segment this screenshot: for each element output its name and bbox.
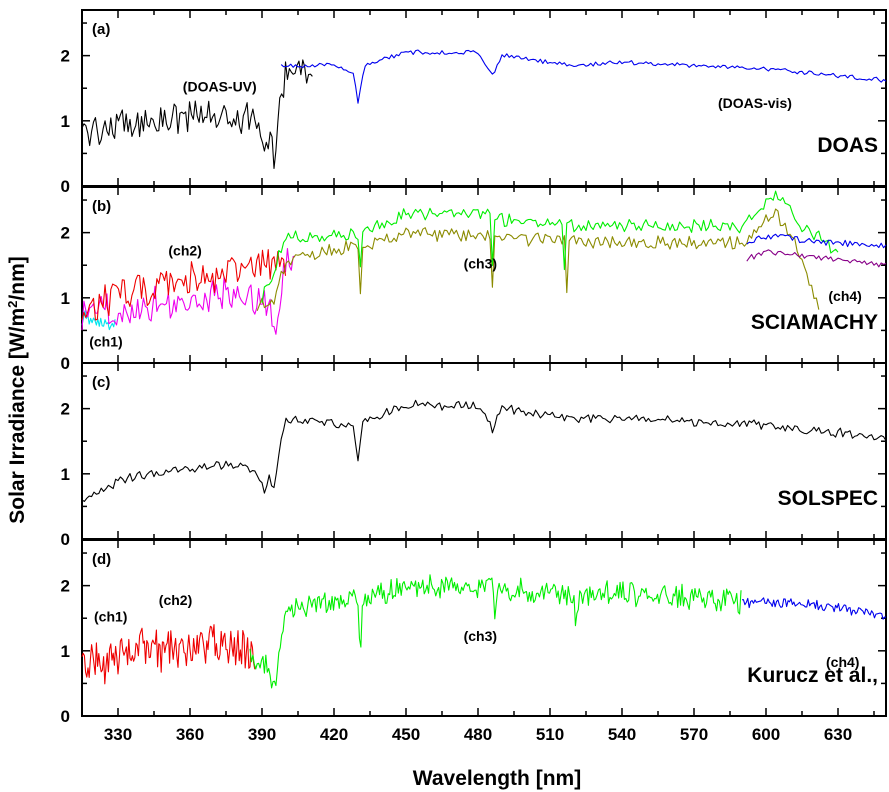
panel-frame: [81, 539, 887, 717]
series-line-ch1-ch2: [81, 624, 256, 685]
y-tick-label: 1: [61, 465, 70, 484]
x-tick-label: 600: [752, 725, 780, 744]
series-line-ch4-blue: [746, 233, 887, 249]
series-annotation: (DOAS-UV): [183, 78, 257, 94]
panel-letter: (b): [92, 198, 111, 215]
series-line-ch2-red: [81, 249, 287, 321]
y-tick-label: 0: [61, 354, 70, 373]
panel-title: Kurucz et al.,: [747, 664, 878, 687]
series-annotation: (ch4): [826, 654, 859, 670]
series-annotation: (ch1): [94, 608, 127, 624]
series-line-ch3-olive: [256, 208, 820, 311]
series-annotation: (ch3): [464, 628, 497, 644]
y-tick-label: 2: [61, 577, 70, 596]
panel-letter: (d): [92, 551, 111, 568]
y-axis-title: Solar Irradiance [W/m2/nm]: [5, 256, 30, 523]
panel-3: 0 1 2 (c) SOLSPEC: [61, 362, 887, 549]
x-tick-label: 390: [248, 725, 276, 744]
panel-title: DOAS: [817, 134, 878, 157]
y-tick-label: 1: [61, 289, 70, 308]
y-axis-title-end: /nm]: [6, 256, 29, 300]
series-annotation: (ch3): [464, 255, 497, 271]
y-tick-label: 1: [61, 642, 70, 661]
y-tick-label: 0: [61, 530, 70, 549]
y-tick-label: 2: [61, 224, 70, 243]
panel-2: 0 1 2 (b) (ch2) (ch1) (ch3) (ch4) SCIAMACHY: [61, 186, 887, 373]
x-tick-label: 480: [464, 725, 492, 744]
x-tick-label: 360: [176, 725, 204, 744]
x-tick-label: 540: [608, 725, 636, 744]
y-axis-title-superscript: 2: [5, 301, 20, 308]
panels-group: 0 1 2 (a) (DOAS-UV) (DOAS-vis) DOAS 0 1 2 (b) (ch2)…: [61, 9, 887, 744]
series-line-solspec: [81, 399, 887, 502]
x-tick-label: 450: [392, 725, 420, 744]
panel-letter: (a): [92, 21, 110, 38]
series-annotation: (ch2): [159, 592, 192, 608]
y-axis-title-main: Solar Irradiance [W/m: [6, 308, 29, 524]
series-line-ch4-purple: [746, 249, 887, 268]
y-tick-label: 2: [61, 47, 70, 66]
series-annotation: (DOAS-vis): [718, 95, 792, 111]
series-line-ch2-magenta: [81, 247, 296, 335]
y-tick-label: 2: [61, 400, 70, 419]
panel-1: 0 1 2 (a) (DOAS-UV) (DOAS-vis) DOAS: [61, 9, 887, 196]
series-annotation: (ch4): [828, 288, 861, 304]
x-tick-label: 330: [104, 725, 132, 744]
series-annotation: (ch1): [89, 334, 122, 350]
panel-frame: [81, 362, 887, 540]
panel-4: 0 1 2 (d) (ch1) (ch2) (ch3) (ch4)Kurucz et al.,: [61, 539, 887, 726]
series-line-ch3-green: [261, 190, 839, 303]
y-tick-label: 0: [61, 707, 70, 726]
panel-title: SCIAMACHY: [751, 311, 878, 334]
series-line-ch3: [249, 574, 742, 689]
series-line-ch4: [741, 597, 887, 620]
panel-title: SOLSPEC: [778, 487, 878, 510]
series-annotation: (ch2): [168, 242, 201, 258]
x-axis-title: Wavelength [nm]: [413, 767, 581, 790]
x-tick-label: 630: [824, 725, 852, 744]
x-tick-label: 510: [536, 725, 564, 744]
series-line-doas-uv: [81, 59, 313, 169]
x-tick-label: 420: [320, 725, 348, 744]
series-line-doas-vis: [280, 49, 887, 104]
panel-letter: (c): [92, 374, 110, 391]
x-tick-label: 570: [680, 725, 708, 744]
y-tick-label: 1: [61, 112, 70, 131]
y-tick-label: 0: [61, 177, 70, 196]
